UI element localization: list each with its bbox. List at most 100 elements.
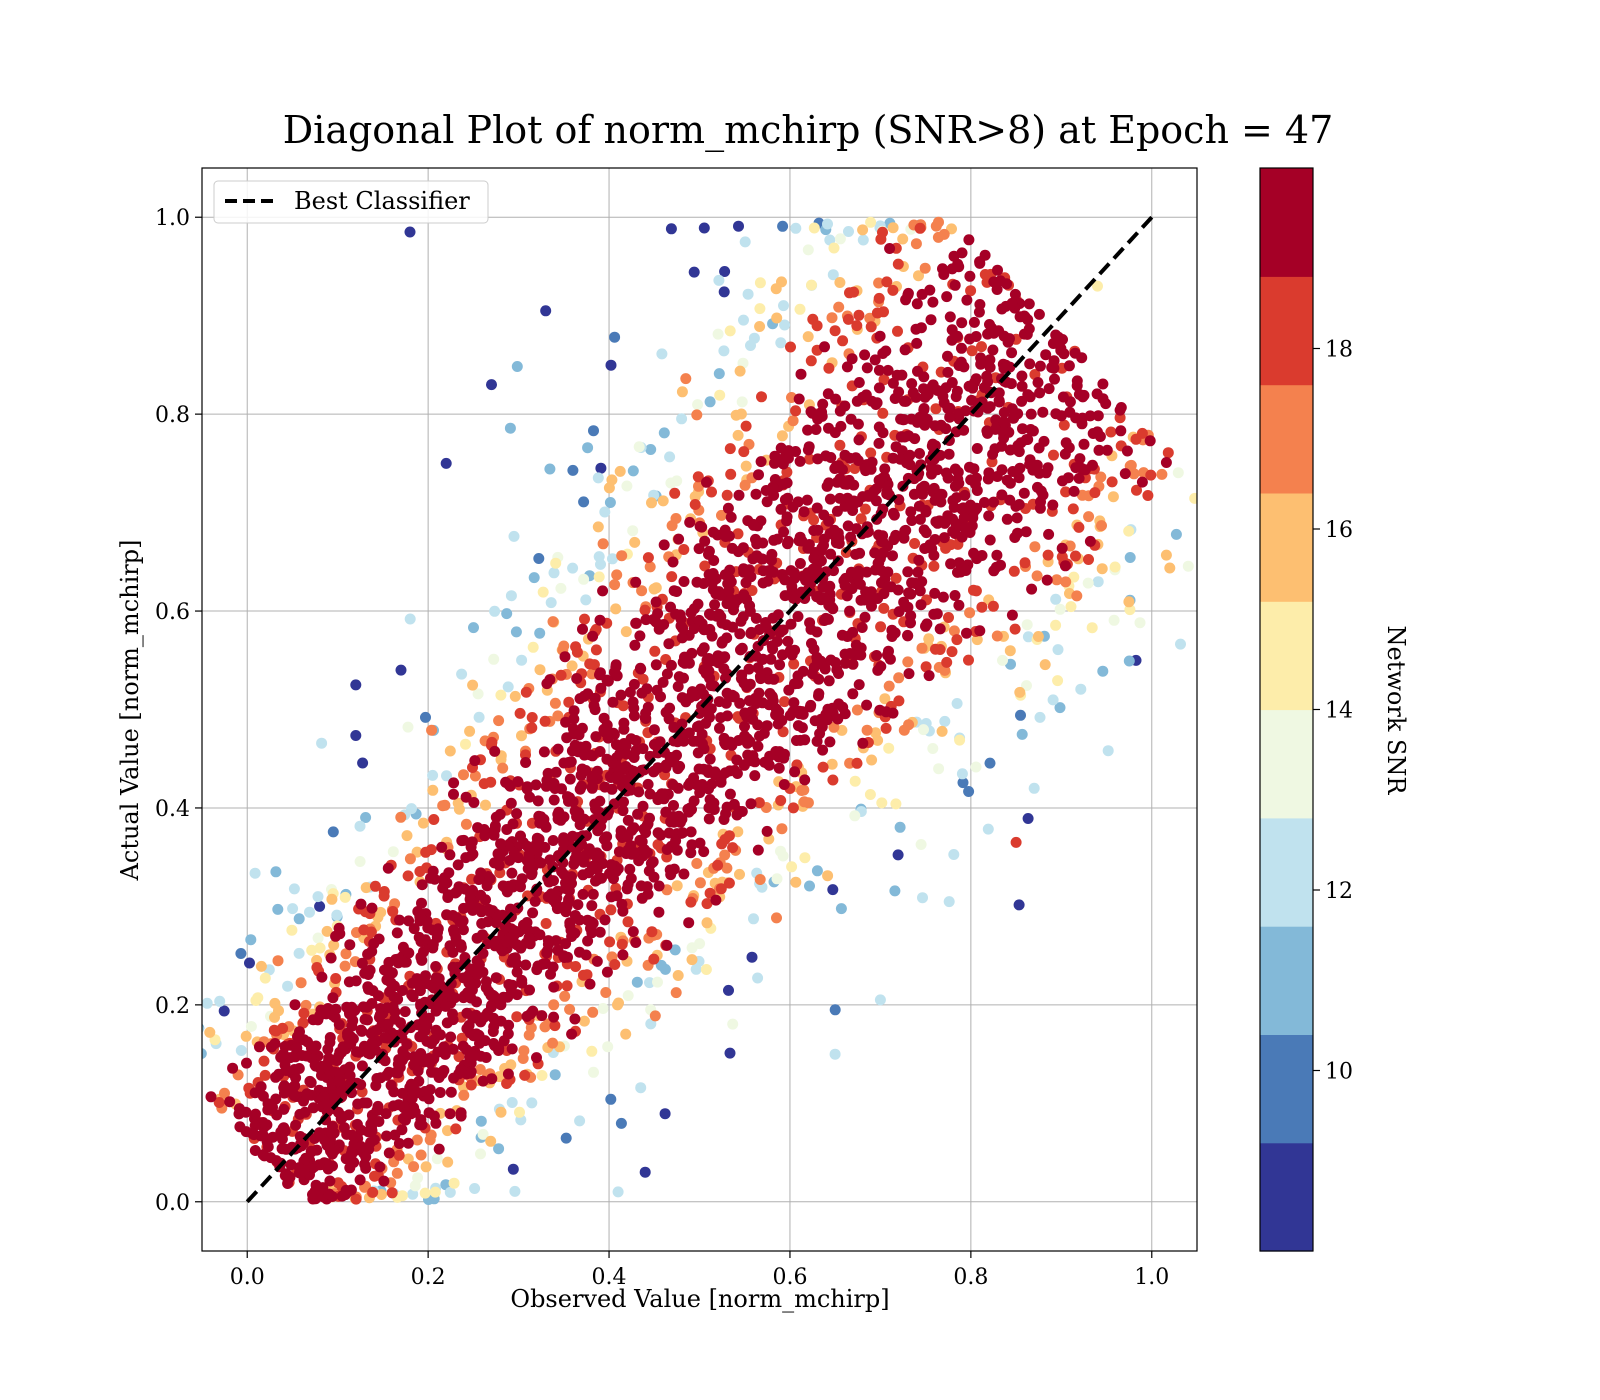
scatter-point: [331, 909, 343, 921]
scatter-point: [692, 471, 704, 483]
scatter-point: [605, 904, 617, 916]
scatter-point: [485, 776, 497, 788]
scatter-point: [622, 916, 634, 928]
scatter-point: [387, 906, 399, 917]
scatter-point: [727, 621, 738, 633]
scatter-point: [953, 557, 965, 569]
scatter-point: [650, 659, 662, 671]
scatter-point: [636, 585, 648, 597]
scatter-point: [629, 847, 640, 858]
scatter-point: [569, 1013, 581, 1025]
scatter-point: [359, 1013, 371, 1025]
scatter-point: [801, 494, 813, 506]
scatter-point: [923, 670, 935, 682]
scatter-point: [698, 624, 710, 636]
scatter-point: [599, 726, 611, 738]
scatter-point: [834, 233, 846, 245]
scatter-point: [925, 314, 937, 326]
scatter-point: [706, 577, 718, 589]
scatter-point: [890, 572, 902, 584]
scatter-point: [1063, 442, 1075, 454]
scatter-point: [685, 896, 697, 908]
scatter-point: [219, 1087, 230, 1099]
scatter-point: [313, 1127, 325, 1139]
scatter-point: [1121, 445, 1133, 457]
scatter-point: [823, 477, 835, 489]
scatter-point: [392, 1067, 404, 1079]
scatter-point: [976, 550, 988, 561]
scatter-point: [495, 689, 507, 701]
scatter-point: [262, 1141, 274, 1153]
scatter-point: [731, 754, 743, 766]
scatter-point: [946, 263, 958, 275]
scatter-point: [597, 1003, 609, 1014]
scatter-point: [227, 1062, 239, 1074]
scatter-point: [792, 720, 804, 732]
scatter-point: [509, 1185, 521, 1197]
y-tick-layer: 0.0 0.2 0.4 0.6 0.8 1.0: [155, 206, 202, 1216]
scatter-point: [902, 656, 914, 668]
scatter-point: [287, 903, 299, 915]
scatter-point: [788, 697, 800, 709]
scatter-point: [468, 797, 480, 808]
scatter-point: [850, 548, 862, 560]
scatter-point: [636, 687, 648, 699]
scatter-point: [443, 867, 455, 879]
scatter-point: [770, 283, 782, 295]
scatter-point: [523, 853, 535, 865]
scatter-point: [710, 894, 722, 906]
scatter-point: [480, 1052, 492, 1063]
scatter-point: [539, 715, 551, 727]
scatter-point: [934, 623, 946, 635]
y-tick-label: 0.8: [155, 403, 190, 428]
scatter-point: [898, 724, 910, 736]
scatter-point: [670, 513, 682, 524]
scatter-point: [876, 797, 888, 809]
scatter-point: [756, 391, 767, 403]
scatter-point: [520, 686, 532, 698]
scatter-point: [893, 695, 905, 707]
scatter-point: [450, 1123, 462, 1135]
scatter-point: [678, 672, 689, 684]
scatter-point: [653, 880, 665, 892]
scatter-point: [373, 1116, 385, 1127]
scatter-point: [694, 520, 706, 532]
scatter-point: [1114, 412, 1126, 424]
scatter-point: [861, 566, 873, 578]
scatter-point: [732, 528, 744, 540]
colorbar-tick-label: 14: [1325, 699, 1353, 724]
scatter-point: [1037, 406, 1049, 418]
scatter-point: [354, 856, 366, 867]
scatter-point: [550, 557, 562, 569]
scatter-point: [694, 877, 706, 889]
scatter-point: [834, 277, 846, 288]
scatter-point: [952, 473, 964, 485]
scatter-point: [350, 975, 362, 987]
scatter-point: [624, 863, 636, 875]
scatter-point: [930, 516, 942, 528]
scatter-point: [822, 218, 833, 230]
scatter-point: [351, 1118, 363, 1130]
scatter-point: [779, 494, 791, 506]
scatter-point: [721, 668, 733, 680]
scatter-point: [501, 824, 513, 835]
scatter-point: [818, 592, 830, 604]
scatter-point: [344, 939, 356, 951]
scatter-point: [253, 1041, 265, 1053]
scatter-point: [648, 739, 660, 750]
scatter-point: [661, 668, 673, 680]
scatter-point: [581, 969, 593, 981]
scatter-point: [395, 811, 407, 823]
scatter-point: [504, 422, 516, 434]
scatter-point: [881, 485, 893, 497]
scatter-point: [749, 756, 761, 768]
scatter-point: [462, 987, 473, 999]
scatter-point: [601, 966, 613, 978]
x-tick-label: 1.0: [1134, 1265, 1169, 1290]
scatter-point: [982, 473, 994, 485]
scatter-point: [734, 365, 746, 377]
scatter-point: [544, 463, 556, 475]
scatter-point: [1043, 383, 1055, 395]
scatter-point: [686, 954, 698, 966]
